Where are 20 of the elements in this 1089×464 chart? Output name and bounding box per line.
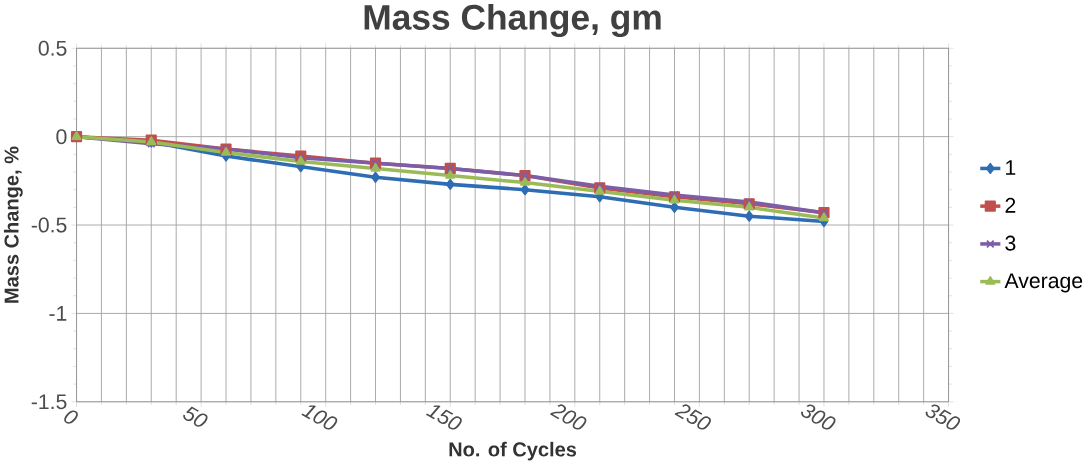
y-tick-label: -1 <box>49 305 67 321</box>
x-tick-label: 300 <box>801 404 836 430</box>
legend-label: 1 <box>1006 160 1016 175</box>
y-axis-title: Mass Change, % <box>3 146 23 303</box>
y-tick-label: -0.5 <box>31 217 67 233</box>
legend-label: 2 <box>1005 197 1016 213</box>
x-tick-label: 100 <box>301 405 338 430</box>
y-tick-label: -1.5 <box>31 394 67 409</box>
x-axis-title: No. of Cycles <box>449 441 577 461</box>
legend-label: 3 <box>1005 235 1016 251</box>
chart-title: Mass Change, gm <box>364 3 661 37</box>
x-tick-label: 250 <box>674 404 711 430</box>
x-tick-label: 50 <box>183 406 208 427</box>
x-tick-label: 0 <box>64 410 78 424</box>
x-tick-label: 150 <box>425 405 462 430</box>
legend-label: Average <box>1004 273 1083 293</box>
x-tick-label: 200 <box>549 404 587 430</box>
y-tick-label: 0.5 <box>38 40 67 56</box>
y-tick-label: 0 <box>56 128 67 144</box>
x-tick-label: 350 <box>925 404 961 430</box>
